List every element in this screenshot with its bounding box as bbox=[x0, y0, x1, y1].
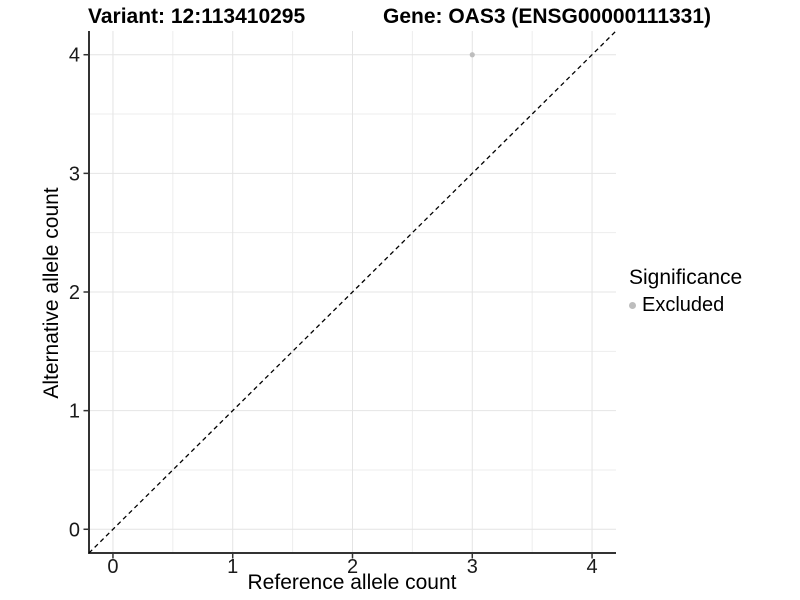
legend-item-label: Excluded bbox=[642, 294, 725, 316]
x-axis-title: Reference allele count bbox=[247, 571, 457, 594]
y-axis-title: Alternative allele count bbox=[40, 187, 63, 399]
legend-point-icon bbox=[629, 302, 636, 309]
y-axis-tick-label: 1 bbox=[69, 401, 80, 423]
identity-reference-line bbox=[88, 30, 617, 554]
x-axis-tick-label: 0 bbox=[107, 556, 118, 578]
x-axis-tick-label: 2 bbox=[347, 556, 358, 578]
x-axis-tick-label: 1 bbox=[227, 556, 238, 578]
legend-item-excluded: Excluded bbox=[629, 294, 742, 317]
legend-title: Significance bbox=[629, 266, 743, 289]
legend: Significance Excluded bbox=[629, 266, 742, 317]
x-axis-tick-label: 3 bbox=[467, 556, 478, 578]
data-point bbox=[469, 52, 475, 58]
y-axis-tick-label: 2 bbox=[69, 282, 80, 304]
variant-title: Variant: 12:113410295 bbox=[88, 5, 306, 28]
y-axis-tick-label: 0 bbox=[69, 519, 80, 541]
x-axis-tick-label: 4 bbox=[586, 556, 597, 578]
y-axis-tick-label: 3 bbox=[69, 163, 80, 185]
gene-title: Gene: OAS3 (ENSG00000111331) bbox=[383, 5, 712, 28]
y-axis-tick-label: 4 bbox=[69, 45, 80, 67]
